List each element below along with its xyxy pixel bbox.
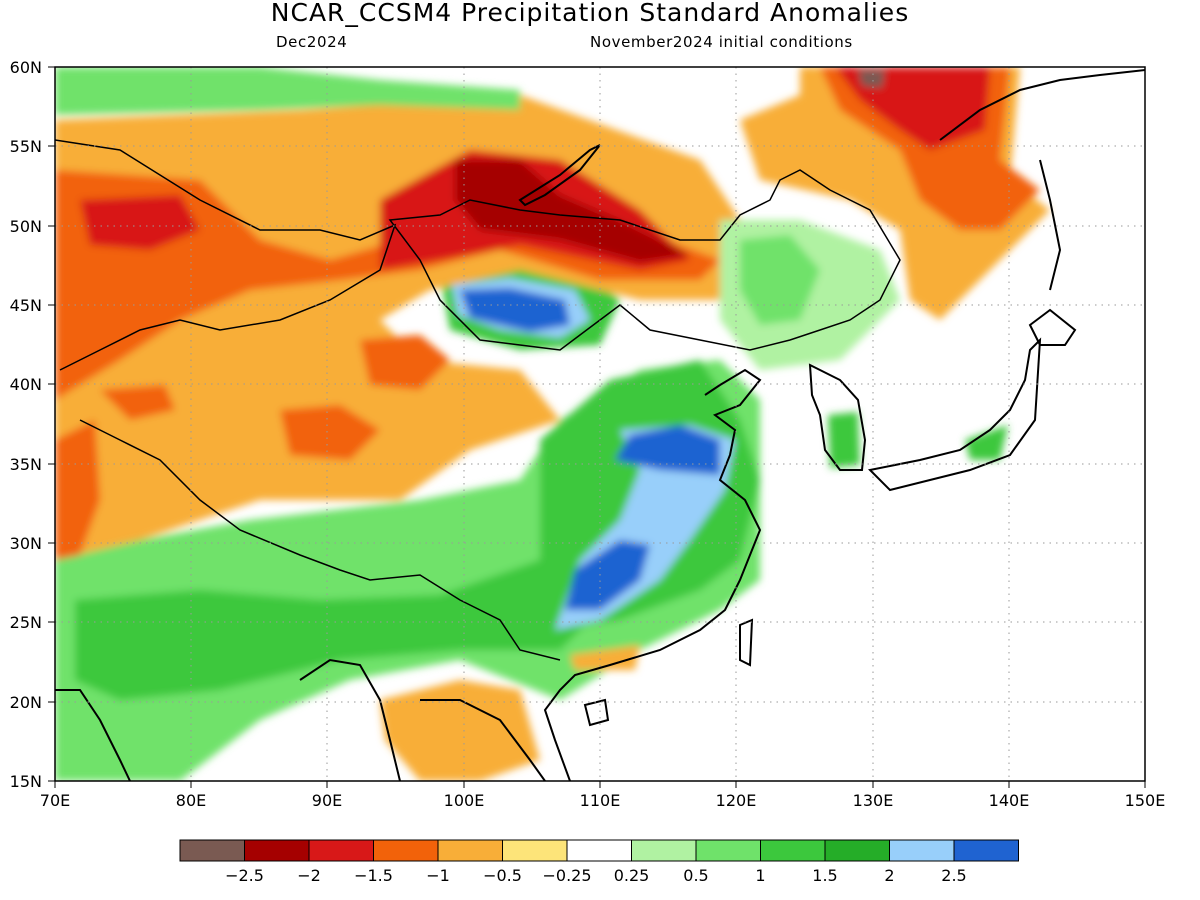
colorbar-label: −0.25 <box>542 866 591 885</box>
lat-tick-label: 55N <box>10 137 42 156</box>
lon-tick-label: 80E <box>176 791 206 810</box>
lat-tick-label: 60N <box>10 58 42 77</box>
colorbar-label: −1 <box>426 866 450 885</box>
colorbar-swatch <box>567 840 632 861</box>
russia-pacific-coast <box>939 69 1145 141</box>
colorbar-swatch <box>373 840 438 861</box>
mongolia-border <box>388 169 901 351</box>
lat-tick-label: 15N <box>10 772 42 791</box>
korea-coastline <box>808 363 867 471</box>
india-west-dry <box>55 420 100 560</box>
north-china-plain-wet-core <box>615 425 720 475</box>
hainan <box>583 698 610 727</box>
indochina-dry-zone <box>380 680 540 781</box>
colorbar-swatch <box>825 840 890 861</box>
kazakhstan-strong-dry <box>80 195 200 250</box>
lon-tick-label: 70E <box>40 791 70 810</box>
colorbar-label: −1.5 <box>354 866 393 885</box>
tarim-dry <box>360 335 450 390</box>
colorbar-swatch <box>760 840 825 861</box>
siberia-north-wet <box>55 67 520 115</box>
anomaly-field <box>55 67 1145 781</box>
himalaya-border <box>79 419 561 661</box>
colorbar-swatch <box>502 840 567 861</box>
far-east-extreme-dry <box>858 70 885 88</box>
colorbar-label: −2.5 <box>225 866 264 885</box>
colorbar-label: −2 <box>297 866 321 885</box>
china-coastline <box>543 368 762 781</box>
colorbar-swatch <box>244 840 309 861</box>
bay-of-bengal-coast <box>299 658 401 781</box>
manchuria-wet-core <box>740 235 820 325</box>
initial-conditions: November2024 initial conditions <box>590 33 853 51</box>
japan-honshu <box>867 337 1042 492</box>
lon-tick-label: 150E <box>1125 791 1166 810</box>
lat-tick-label: 40N <box>10 375 42 394</box>
lon-tick-label: 100E <box>444 791 485 810</box>
colorbar-label: 2.5 <box>941 866 966 885</box>
india-coast <box>55 689 131 781</box>
tibet-strong-dry <box>280 405 380 460</box>
colorbar-swatch <box>309 840 374 861</box>
latitude-axis: 60N 55N 50N 45N 40N 35N 30N 25N 20N 15N <box>10 58 55 791</box>
colorbar-label: 0.5 <box>683 866 708 885</box>
lon-tick-label: 110E <box>580 791 621 810</box>
lon-tick-label: 130E <box>853 791 894 810</box>
lat-tick-label: 50N <box>10 217 42 236</box>
far-east-strong-dry <box>835 67 990 150</box>
taiwan <box>739 618 754 667</box>
western-mongolia-wet-core <box>460 288 570 332</box>
colorbar-swatch <box>954 840 1019 861</box>
japan-wet-zone <box>965 425 1008 460</box>
japan-hokkaido <box>1028 308 1077 346</box>
kazakhstan-border <box>55 139 397 371</box>
map-title: NCAR_CCSM4 Precipitation Standard Anomal… <box>270 0 910 27</box>
colorbar-label: 0.25 <box>614 866 650 885</box>
colorbar-label: 2 <box>884 866 894 885</box>
lat-tick-label: 25N <box>10 613 42 632</box>
sakhalin <box>1039 159 1062 291</box>
longitude-axis: 70E 80E 90E 100E 110E 120E 130E 140E 150… <box>40 781 1166 810</box>
south-china-sea-dry <box>570 645 640 670</box>
colorbar-label: 1.5 <box>812 866 837 885</box>
mongolia-siberia-core-dry <box>455 160 690 262</box>
colorbar-swatch <box>889 840 954 861</box>
coastlines <box>55 69 1145 781</box>
lat-tick-label: 35N <box>10 455 42 474</box>
forecast-month: Dec2024 <box>276 33 348 51</box>
lon-tick-label: 90E <box>312 791 342 810</box>
lake-baikal <box>518 144 601 207</box>
fergana-dry <box>100 385 175 420</box>
korea-wet-zone <box>828 412 860 468</box>
indochina-coast <box>420 699 546 781</box>
lon-tick-label: 140E <box>989 791 1030 810</box>
colorbar-label: −0.5 <box>483 866 522 885</box>
colorbar-swatch <box>438 840 503 861</box>
lat-tick-label: 20N <box>10 693 42 712</box>
colorbar: −2.5 −2 −1.5 −1 −0.5 −0.25 0.25 0.5 1 1.… <box>179 839 1019 885</box>
himalaya-wet-zone <box>75 560 600 700</box>
south-china-wet-core <box>565 540 650 610</box>
colorbar-swatch <box>180 840 245 861</box>
lon-tick-label: 120E <box>716 791 757 810</box>
colorbar-swatch <box>696 840 761 861</box>
colorbar-label: 1 <box>755 866 765 885</box>
colorbar-swatch <box>631 840 696 861</box>
lat-tick-label: 45N <box>10 296 42 315</box>
lat-tick-label: 30N <box>10 534 42 553</box>
